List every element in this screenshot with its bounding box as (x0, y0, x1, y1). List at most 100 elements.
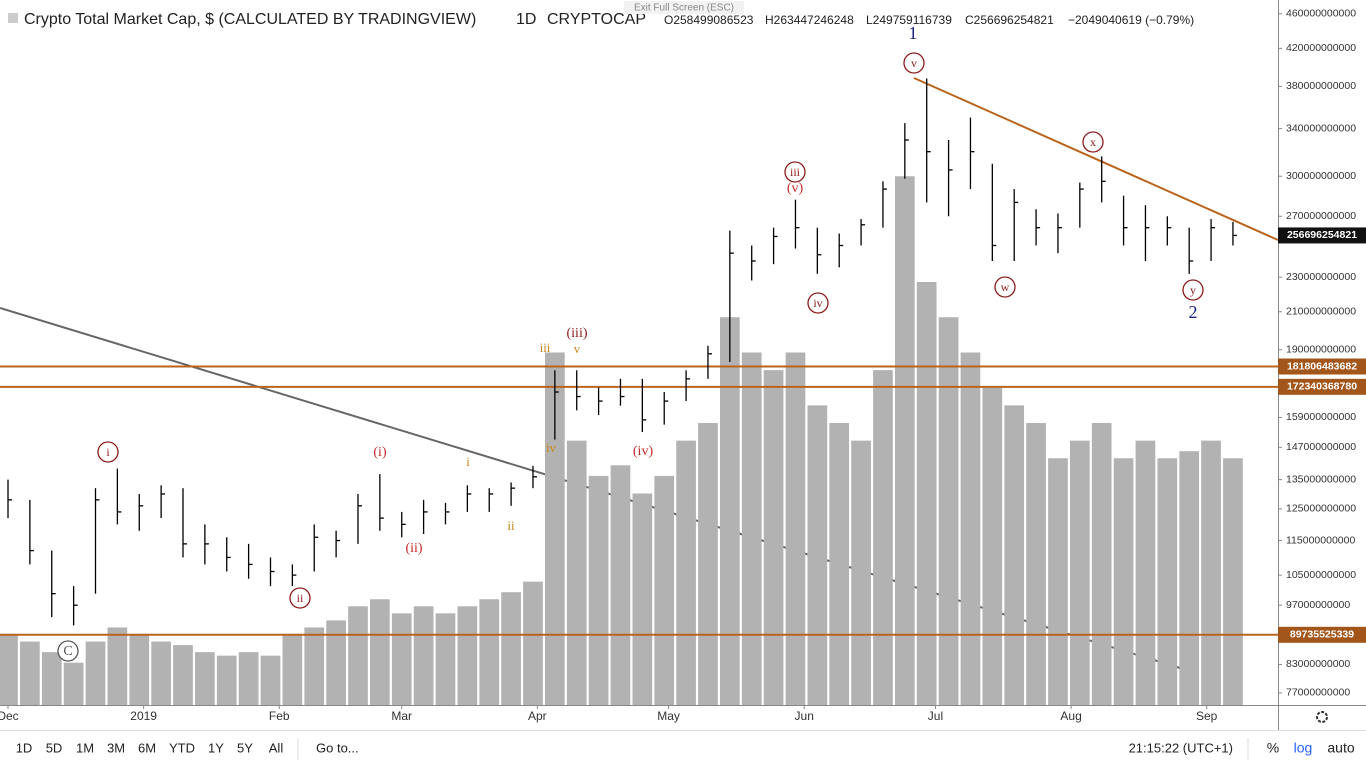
level-label-box (1278, 626, 1366, 643)
volume-bar (63, 662, 84, 705)
volume-bar (1113, 458, 1134, 705)
wave-label: (ii) (405, 541, 422, 556)
wave-label: x (1090, 135, 1096, 149)
wave-label: i (466, 454, 470, 469)
y-tick-label: 210000000000 (1286, 306, 1356, 318)
volume-bar (851, 440, 871, 705)
wave-label: v (574, 341, 581, 356)
range-button[interactable]: 1M (76, 740, 94, 755)
y-tick-label: 380000000000 (1286, 80, 1356, 92)
x-tick-label: Sep (1196, 709, 1218, 723)
exit-hint-box (624, 1, 744, 14)
volume-bar (807, 405, 828, 705)
y-tick-label: 300000000000 (1286, 170, 1356, 182)
volume-bar (348, 606, 368, 705)
volume-bar (763, 370, 784, 705)
volume-bar (85, 641, 106, 705)
volume-bar (719, 317, 740, 705)
trend-line (913, 77, 1279, 241)
log-toggle[interactable]: log (1294, 740, 1313, 756)
volume-bar (129, 634, 150, 705)
wave-label: iv (813, 296, 822, 310)
x-tick-label: Jul (928, 709, 943, 723)
wave-label: iii (790, 165, 801, 179)
y-tick-label: 125000000000 (1286, 503, 1356, 515)
wave-label: (iv) (633, 444, 654, 459)
volume-bar (632, 493, 653, 705)
interval[interactable]: 1D (516, 11, 536, 28)
symbol[interactable]: CRYPTOCAP (547, 11, 646, 28)
volume-bar (698, 423, 718, 705)
volume-bar (457, 606, 478, 705)
level-label-box (1278, 378, 1366, 395)
volume-bar (391, 613, 412, 705)
wave-label: (iii) (567, 326, 588, 341)
volume-bar (326, 620, 346, 705)
x-tick-label: Dec (0, 709, 19, 723)
auto-toggle[interactable]: auto (1327, 740, 1354, 756)
range-button[interactable]: 6M (138, 740, 156, 755)
x-tick-label: May (657, 709, 680, 723)
exit-hint[interactable]: Exit Full Screen (ESC) (634, 3, 734, 14)
y-tick-label: 190000000000 (1286, 344, 1356, 356)
range-button[interactable]: 1Y (208, 740, 224, 755)
y-tick-label: 135000000000 (1286, 473, 1356, 485)
goto-button[interactable]: Go to... (316, 740, 359, 755)
volume-bar (151, 641, 171, 705)
wave-label: i (106, 445, 110, 459)
percent-toggle[interactable]: % (1267, 740, 1279, 756)
volume-bar (1069, 440, 1090, 705)
range-button[interactable]: All (269, 740, 284, 755)
volume-bar (588, 475, 609, 705)
y-tick-label: 147000000000 (1286, 441, 1356, 453)
level-label: 172340368780 (1287, 381, 1357, 393)
annotation-circle (1082, 131, 1104, 153)
volume-bar (1004, 405, 1025, 705)
last-price-box (1278, 227, 1366, 244)
volume-bar (894, 176, 915, 705)
wave-label: (v) (787, 181, 804, 196)
clock: 21:15:22 (UTC+1) (1129, 740, 1233, 755)
range-button[interactable]: 5D (46, 740, 63, 755)
range-button[interactable]: 3M (107, 740, 125, 755)
volume-bar (566, 440, 587, 705)
x-tick-label: Jun (795, 709, 814, 723)
volume-bar (916, 282, 937, 705)
volume-bar (260, 655, 281, 705)
volume-bar (435, 613, 456, 705)
y-tick-label: 77000000000 (1286, 687, 1350, 699)
wave-label: ii (507, 518, 515, 533)
x-tick-label: Aug (1060, 709, 1081, 723)
wave-label: 2 (1189, 302, 1198, 322)
wave-label: 1 (909, 23, 918, 43)
volume-bar (982, 387, 1003, 705)
ohlc-high: H263447246248 (765, 13, 854, 27)
volume-bar (938, 317, 959, 705)
volume-bar (413, 606, 434, 705)
range-button[interactable]: YTD (169, 740, 195, 755)
ohlc-low: L249759116739 (866, 13, 952, 27)
y-tick-label: 83000000000 (1286, 658, 1350, 670)
range-button[interactable]: 1D (16, 740, 33, 755)
wave-label: C (63, 644, 72, 659)
y-tick-label: 105000000000 (1286, 569, 1356, 581)
y-tick-label: 97000000000 (1286, 599, 1350, 611)
wave-label: (i) (373, 445, 387, 460)
settings-icon[interactable] (1316, 711, 1328, 723)
wave-label: y (1190, 283, 1196, 297)
range-button[interactable]: 5Y (237, 740, 253, 755)
volume-bar (1201, 440, 1221, 705)
wave-label: w (1001, 280, 1010, 294)
x-tick-label: Apr (528, 709, 547, 723)
volume-bar (41, 652, 62, 705)
y-tick-label: 115000000000 (1286, 534, 1355, 546)
annotation-circle (903, 52, 925, 74)
volume-bar (282, 634, 303, 705)
volume-bar (1091, 423, 1112, 705)
volume-bar (1135, 440, 1156, 705)
level-label: 89735525339 (1290, 629, 1354, 641)
annotation-circle (784, 161, 806, 183)
volume-bar (1048, 458, 1068, 705)
volume-bar (829, 423, 850, 705)
volume-bar (107, 627, 128, 705)
